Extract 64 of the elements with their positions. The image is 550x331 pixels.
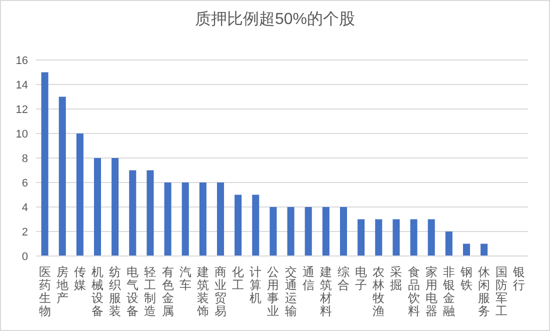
x-tick-label: 建筑材料 xyxy=(318,265,332,318)
bar xyxy=(428,219,435,256)
bar xyxy=(76,134,84,256)
x-tick-label: 通信 xyxy=(302,265,314,292)
bar xyxy=(445,232,452,256)
bar xyxy=(410,219,418,256)
bar xyxy=(304,207,312,256)
bar xyxy=(270,207,277,256)
x-tick-label: 轻工制造 xyxy=(144,265,156,318)
bar xyxy=(58,96,66,256)
y-tick-label: 16 xyxy=(16,55,28,67)
x-tick-label: 采掘 xyxy=(390,265,402,292)
bar xyxy=(322,207,330,256)
x-tick-label: 电气设备 xyxy=(126,265,139,318)
x-tick-label: 银行 xyxy=(512,265,526,292)
bar xyxy=(164,182,172,256)
bar xyxy=(146,170,154,256)
x-tick-label: 食品饮料 xyxy=(406,265,420,318)
bar xyxy=(129,170,136,256)
x-tick-label: 交通运输 xyxy=(284,265,297,318)
bar xyxy=(112,158,119,256)
x-tick-label: 房地产 xyxy=(55,265,68,305)
x-tick-label: 化工 xyxy=(232,265,244,292)
x-tick-label: 建筑装饰 xyxy=(196,265,209,318)
bar xyxy=(94,158,102,256)
y-tick-label: 10 xyxy=(16,128,28,140)
bar xyxy=(199,182,206,256)
x-tick-label: 家用电器 xyxy=(425,265,438,318)
bar xyxy=(462,244,470,256)
bar xyxy=(234,194,242,256)
x-tick-label: 机械设备 xyxy=(92,265,104,318)
bar xyxy=(480,244,488,256)
y-tick-label: 6 xyxy=(22,178,28,190)
bar xyxy=(216,182,224,256)
bar xyxy=(375,219,382,256)
x-tick-label: 传媒 xyxy=(74,265,86,292)
bar xyxy=(252,194,260,256)
x-tick-label: 有色金属 xyxy=(162,265,174,318)
x-tick-label: 综合 xyxy=(338,265,350,292)
x-tick-label: 电子 xyxy=(355,265,368,292)
x-tick-label: 钢铁 xyxy=(460,265,472,292)
y-tick-label: 0 xyxy=(22,251,28,263)
y-tick-label: 2 xyxy=(22,226,28,238)
x-tick-label: 计算机 xyxy=(250,265,262,305)
bar xyxy=(41,72,48,256)
bar xyxy=(392,219,400,256)
bar xyxy=(340,207,348,256)
x-tick-label: 公用事业 xyxy=(267,265,280,318)
y-tick-label: 14 xyxy=(16,80,28,92)
y-tick-label: 4 xyxy=(22,202,28,214)
x-tick-label: 非银金融 xyxy=(442,265,455,318)
y-tick-label: 8 xyxy=(22,153,28,165)
y-tick-label: 12 xyxy=(16,104,28,116)
x-tick-label: 国防军工 xyxy=(496,265,508,318)
bar xyxy=(358,219,365,256)
x-tick-label: 纺织服装 xyxy=(109,265,122,318)
x-tick-label: 汽车 xyxy=(179,265,192,292)
bar xyxy=(287,207,294,256)
x-tick-label: 农林牧渔 xyxy=(372,265,385,318)
x-tick-label: 医药生物 xyxy=(38,265,51,318)
x-tick-label: 休闲服务 xyxy=(478,265,490,318)
bar xyxy=(182,182,189,256)
x-tick-label: 商业贸易 xyxy=(214,265,226,318)
chart-title: 质押比例超50%的个股 xyxy=(194,10,356,28)
